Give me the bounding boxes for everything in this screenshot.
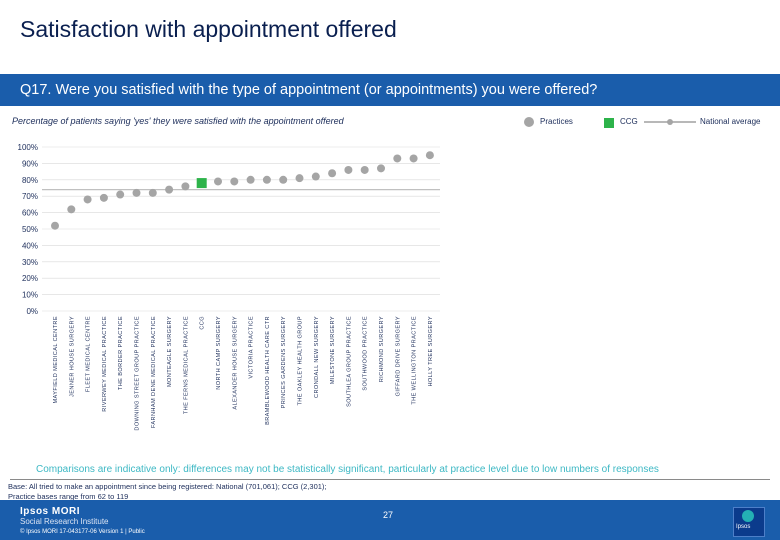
x-category-label: JENNER HOUSE SURGERY [69,316,75,397]
practice-point [393,154,402,163]
practice-point [377,164,385,173]
y-tick-label: 100% [18,143,38,152]
logo-subtitle: Social Research Institute [20,517,109,526]
ccg-point [196,178,207,189]
x-category-label: BRAMBLEWOOD HEALTH CARE CTR [265,316,271,425]
practice-point [99,193,108,202]
practice-point [214,177,222,186]
chart-subtitle: Percentage of patients saying 'yes' they… [12,116,344,126]
practice-point [83,195,92,204]
comparisons-note: Comparisons are indicative only: differe… [36,464,659,475]
x-category-label: CRONDALL NEW SURGERY [314,316,320,398]
practice-point [165,185,174,194]
practice-point [67,205,76,214]
x-category-label: MILESTONE SURGERY [330,316,336,384]
x-category-label: FARNHAM DENE MEDICAL PRACTICE [151,316,157,428]
practice-point [328,169,337,178]
ipsos-mori-logo: Ipsos MORI [20,506,81,517]
x-category-label: THE FERNS MEDICAL PRACTICE [183,316,189,414]
y-tick-label: 90% [22,159,38,168]
y-tick-label: 80% [22,176,38,185]
practice-point [132,188,141,197]
divider [10,479,770,480]
legend-practices-marker [524,117,534,127]
practice-point [116,190,125,199]
ipsos-badge-text: Ipsos [736,524,751,530]
x-category-label: THE OAKLEY HEALTH GROUP [298,316,304,406]
x-category-label: SOUTHLEA GROUP PRACTICE [346,316,352,407]
x-category-label: SOUTHWOOD PRACTICE [363,316,369,391]
x-category-label: RICHMOND SURGERY [379,316,385,382]
scatter-chart: 0% 10% 20% 30% 40% 50% 60% 70% 80% 90% 100% MAYFIE… [18,143,440,431]
footer-bar [0,500,780,540]
legend-practices-label: Practices [540,117,573,126]
page-number: 27 [383,510,394,520]
copyright-text: © Ipsos MORI 17-043177-06 Version 1 | Pu… [20,529,145,535]
practice-point [51,221,59,230]
practice-point [295,174,304,183]
legend-ccg-marker [604,118,614,128]
x-category-label: THE WELLINGTON PRACTICE [412,316,418,405]
legend-national-marker [667,119,673,125]
question-banner [0,74,780,106]
legend-national-label: National average [700,117,761,126]
base-note: Base: All tried to make an appointment s… [8,482,327,502]
y-tick-label: 20% [22,274,38,283]
y-tick-label: 10% [22,291,38,300]
x-category-label: NORTH CAMP SURGERY [216,316,222,390]
practice-point [230,177,239,186]
practice-point [409,154,418,163]
practice-point [148,188,157,197]
x-category-label: MONTEAGLE SURGERY [167,316,173,387]
y-tick-label: 50% [22,225,38,234]
x-category-label: HOLLY TREE SURGERY [428,316,434,387]
question-text: Q17. Were you satisfied with the type of… [20,82,598,98]
practice-point [311,172,320,181]
y-tick-label: 30% [22,258,38,267]
x-category-label: FLEET MEDICAL CENTRE [86,316,92,392]
x-category-label: GIFFARD DRIVE SURGERY [395,316,401,396]
practice-point [262,175,271,184]
practice-point [425,151,434,160]
base-line-2: Practice bases range from 62 to 119 [8,492,129,501]
x-category-label: ALEXANDER HOUSE SURGERY [232,316,238,410]
x-category-label: PRINCES GARDENS SURGERY [281,316,287,408]
practice-point [181,182,190,191]
practice-point [279,175,288,184]
practice-point [360,165,369,174]
practice-point [246,175,255,184]
y-tick-label: 70% [22,192,38,201]
x-category-label: VICTORIA PRACTICE [249,316,255,379]
base-line-1: Base: All tried to make an appointment s… [8,482,327,491]
x-category-label: RIVERWEY MEDICAL PRACTICE [102,316,108,412]
x-category-label: THE BORDER PRACTICE [118,316,124,390]
x-category-label: MAYFIELD MEDICAL CENTRE [53,316,59,404]
y-tick-label: 0% [26,307,38,316]
y-tick-label: 60% [22,209,38,218]
x-category-label: DOWNING STREET GROUP PRACTICE [135,316,141,431]
practice-point [344,165,353,174]
y-tick-label: 40% [22,241,38,250]
legend-ccg-label: CCG [620,117,638,126]
page-title: Satisfaction with appointment offered [20,16,397,42]
ipsos-badge-dot [742,510,754,522]
ipsos-badge-icon [733,507,765,537]
x-category-label: CCG [200,316,206,330]
